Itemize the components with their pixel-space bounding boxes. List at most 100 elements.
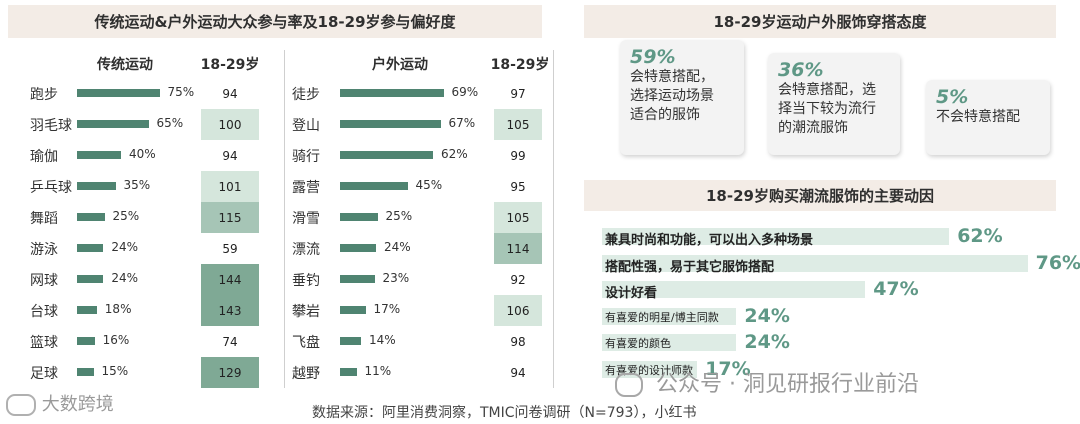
attitude-card: 5% 不会特意搭配 xyxy=(926,80,1050,155)
value-label: 23% xyxy=(382,271,410,285)
category-label: 徒步 xyxy=(292,87,320,103)
outdoor-header: 户外运动 xyxy=(372,57,428,73)
bar xyxy=(77,151,121,159)
motivation-value: 24% xyxy=(744,304,790,327)
index-cell: 114 xyxy=(494,233,542,264)
attitude-line: 不会特意搭配 xyxy=(936,109,1020,125)
value-label: 67% xyxy=(448,116,476,130)
value-label: 11% xyxy=(364,364,392,378)
value-label: 25% xyxy=(385,209,413,223)
index-cell: 143 xyxy=(201,295,259,326)
outdoor-index-header: 18-29岁 xyxy=(490,57,550,73)
bar xyxy=(340,306,366,314)
value-label: 75% xyxy=(167,85,195,99)
category-label: 攀岩 xyxy=(292,304,320,320)
left-chart-title: 传统运动&户外运动大众参与率及18-29岁参与偏好度 xyxy=(8,5,542,38)
bar xyxy=(77,244,104,252)
category-label: 游泳 xyxy=(30,242,58,258)
index-cell: 92 xyxy=(494,264,542,295)
value-label: 24% xyxy=(111,240,139,254)
motivation-label: 搭配性强，易于其它服饰搭配 xyxy=(605,259,775,275)
bar xyxy=(77,275,104,283)
value-label: 62% xyxy=(441,147,468,161)
value-label: 65% xyxy=(156,116,184,130)
attitude-percent: 5% xyxy=(936,86,969,108)
motivation-value: 47% xyxy=(873,278,919,300)
attitude-text: 会特意搭配，选 择当下较为流行 的潮流服饰 xyxy=(778,81,890,138)
bar xyxy=(77,89,160,97)
motivation-bar xyxy=(602,334,737,351)
bar xyxy=(340,89,444,97)
value-label: 16% xyxy=(102,333,130,347)
motivation-label: 有喜爱的明星/博主同款 xyxy=(605,310,719,324)
attitude-line: 会特意搭配， xyxy=(630,69,714,85)
index-cell: 97 xyxy=(494,78,542,109)
bar xyxy=(340,120,441,128)
category-label: 舞蹈 xyxy=(30,211,58,227)
category-label: 瑜伽 xyxy=(30,149,58,165)
motivation-label: 兼具时尚和功能，可以出入多种场景 xyxy=(605,233,814,248)
category-label: 足球 xyxy=(30,366,58,382)
category-label: 骑行 xyxy=(292,149,320,165)
index-cell: 59 xyxy=(201,233,259,264)
watermark-left-text: 大数跨境 xyxy=(41,394,114,415)
attitude-percent: 59% xyxy=(630,46,676,68)
category-label: 羽毛球 xyxy=(30,118,72,134)
bar xyxy=(340,151,433,159)
bar xyxy=(77,213,105,221)
motivation-value: 17% xyxy=(705,357,751,380)
value-label: 24% xyxy=(384,240,411,254)
value-label: 24% xyxy=(111,271,139,285)
bar xyxy=(340,182,408,190)
category-label: 漂流 xyxy=(292,242,320,258)
motivation-title: 18-29岁购买潮流服饰的主要动因 xyxy=(584,180,1056,211)
category-label: 露营 xyxy=(292,180,320,196)
motivation-label: 有喜爱的颜色 xyxy=(605,337,671,350)
trad-header: 传统运动 xyxy=(97,57,153,73)
index-cell: 100 xyxy=(201,109,259,140)
value-label: 40% xyxy=(129,147,156,161)
category-label: 飞盘 xyxy=(292,335,320,351)
motivation-bar xyxy=(602,281,866,298)
attitude-line: 择当下较为流行 xyxy=(778,101,876,117)
bar xyxy=(340,337,361,345)
attitude-line: 的潮流服饰 xyxy=(778,120,848,136)
attitude-line: 适合的服饰 xyxy=(630,107,700,123)
index-cell: 95 xyxy=(494,171,542,202)
index-cell: 105 xyxy=(494,109,542,140)
bar xyxy=(77,368,94,376)
index-cell: 94 xyxy=(201,78,259,109)
index-cell: 99 xyxy=(494,140,542,171)
bar xyxy=(340,275,375,283)
category-label: 篮球 xyxy=(30,335,58,351)
motivation-value: 76% xyxy=(1035,251,1080,274)
attitude-title: 18-29岁运动户外服饰穿搭态度 xyxy=(584,5,1056,38)
value-label: 14% xyxy=(369,333,396,347)
bar xyxy=(340,244,376,252)
bar xyxy=(77,120,149,128)
category-label: 越野 xyxy=(292,366,320,382)
value-label: 15% xyxy=(101,364,129,378)
category-label: 网球 xyxy=(30,273,58,289)
attitude-line: 会特意搭配，选 xyxy=(778,82,876,98)
index-cell: 129 xyxy=(201,357,259,388)
category-label: 乒乓球 xyxy=(30,180,72,196)
attitude-card: 36% 会特意搭配，选 择当下较为流行 的潮流服饰 xyxy=(768,53,900,155)
index-cell: 105 xyxy=(494,202,542,233)
attitude-percent: 36% xyxy=(778,59,824,81)
attitude-text: 会特意搭配， 选择运动场景 适合的服饰 xyxy=(630,68,734,125)
category-label: 登山 xyxy=(292,118,320,134)
motivation-bar xyxy=(602,254,1028,272)
index-cell: 74 xyxy=(201,326,259,357)
motivation-bar xyxy=(602,307,737,325)
value-label: 18% xyxy=(104,302,132,316)
right-separator xyxy=(553,50,554,388)
value-label: 69% xyxy=(451,85,479,99)
value-label: 17% xyxy=(373,302,401,316)
data-source: 数据来源：阿里消费洞察，TMIC问卷调研（N=793），小红书 xyxy=(312,405,697,421)
motivation-bar xyxy=(602,228,950,245)
value-label: 35% xyxy=(123,178,151,192)
value-label: 45% xyxy=(415,178,443,192)
watermark-right: 公众号 · 洞见研报行业前沿 xyxy=(615,366,919,398)
index-cell: 94 xyxy=(201,140,259,171)
